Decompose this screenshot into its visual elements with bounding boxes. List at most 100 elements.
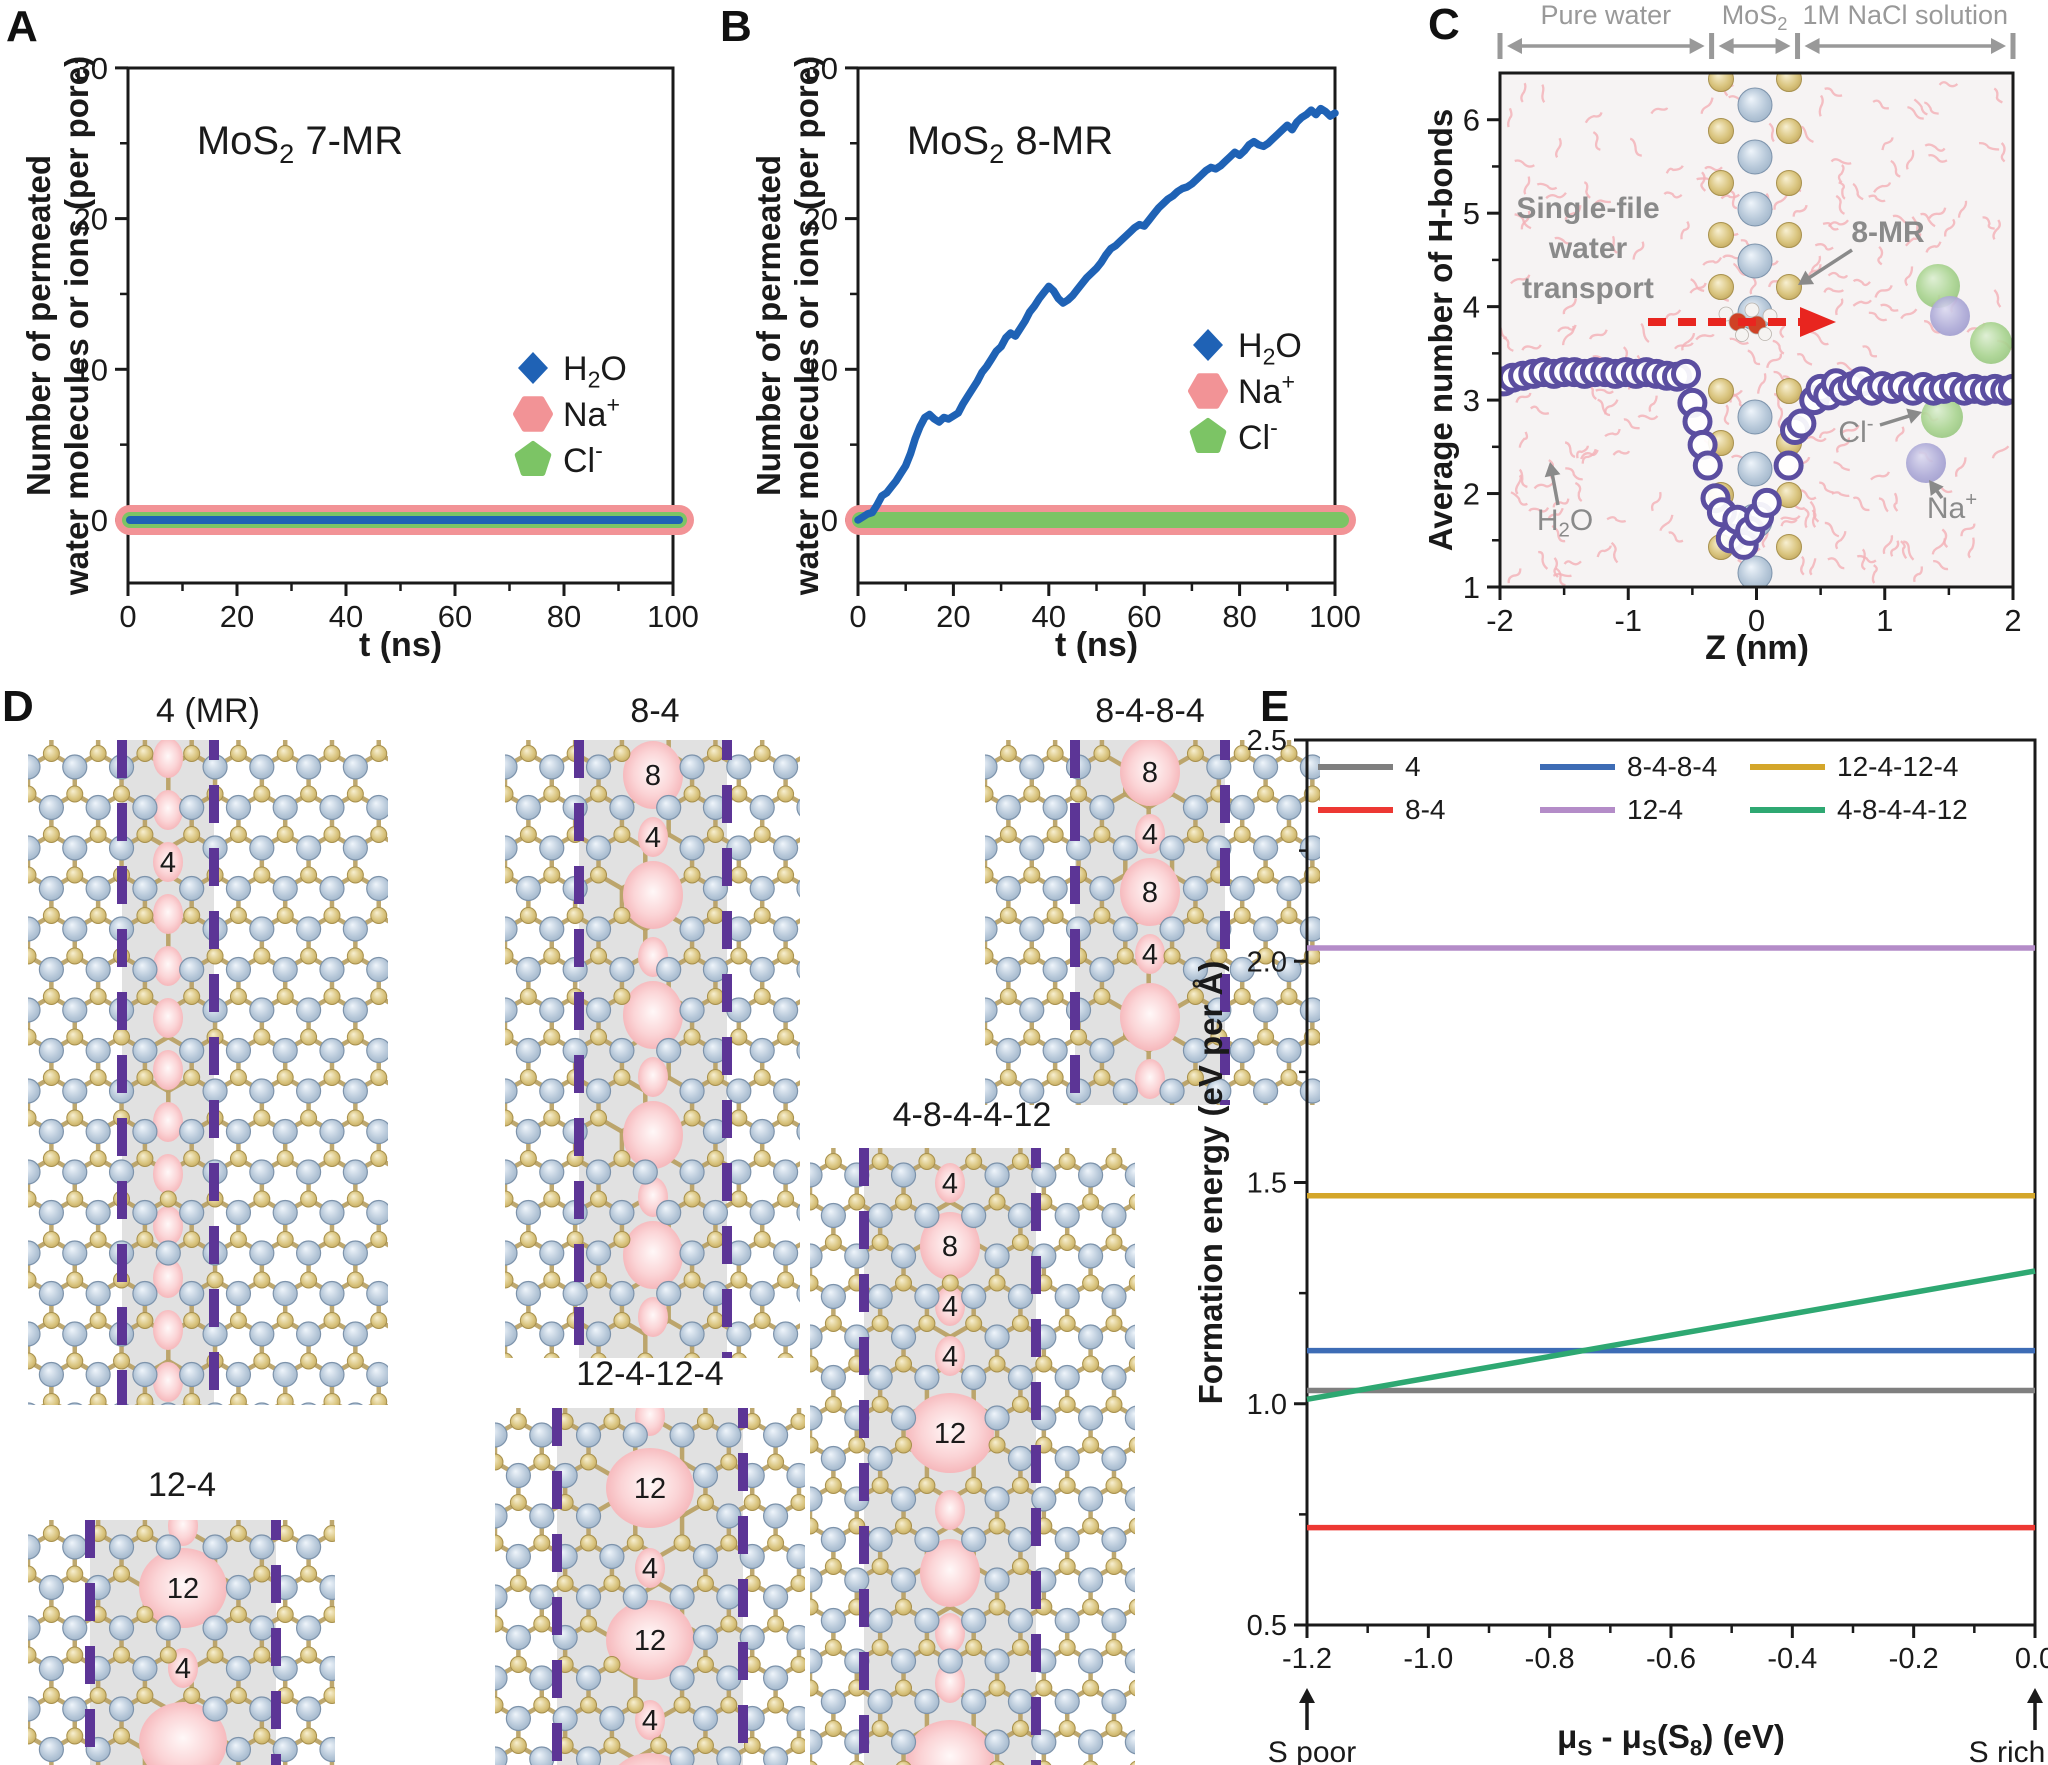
- mo-atom: [844, 1243, 870, 1269]
- mo-atom: [436, 1585, 460, 1609]
- mo-atom: [295, 916, 322, 942]
- mo-atom: [495, 1746, 508, 1765]
- s-atom: [848, 1193, 866, 1211]
- pore-size-label: 8: [645, 760, 661, 792]
- s-atom: [896, 1760, 912, 1765]
- mo-atom: [679, 1321, 705, 1347]
- s-atom: [464, 1151, 480, 1167]
- s-atom: [954, 908, 970, 924]
- x-tick-label: -1: [1614, 603, 1642, 638]
- mo-atom: [749, 1199, 775, 1226]
- s-atom: [824, 1153, 842, 1170]
- s-atom: [441, 1485, 457, 1501]
- s-atom: [276, 745, 294, 762]
- mo-atom: [1124, 1162, 1135, 1188]
- mo-atom: [437, 755, 461, 779]
- s-atom: [895, 746, 911, 762]
- mo-atom: [460, 1545, 484, 1569]
- pore-size-label: 4: [1142, 939, 1158, 971]
- s-atom: [450, 948, 466, 964]
- mo-atom: [585, 1078, 612, 1104]
- s-atom: [42, 1150, 60, 1167]
- s-atom: [474, 1151, 490, 1167]
- mo-atom: [1347, 674, 1371, 698]
- s-atom: [20, 1485, 36, 1501]
- s-atom: [370, 1393, 388, 1405]
- s-atom: [441, 1566, 457, 1582]
- mo-atom: [1124, 1648, 1135, 1674]
- mo-atom: [470, 1363, 494, 1387]
- s-atom: [300, 947, 318, 965]
- mo-atom: [179, 956, 205, 983]
- mo-atom: [414, 1363, 438, 1387]
- mo-atom: [1101, 1688, 1127, 1715]
- s-atom: [20, 1434, 36, 1450]
- s-atom: [777, 1028, 795, 1046]
- mo-atom: [446, 1160, 470, 1184]
- mo-atom: [609, 956, 635, 983]
- s-atom: [895, 1679, 913, 1697]
- mo-atom: [903, 958, 927, 982]
- s-atom: [1046, 826, 1064, 843]
- s-atom: [323, 826, 341, 843]
- data-point: [1682, 406, 1713, 437]
- s-atom: [183, 1150, 201, 1167]
- mo-atom: [679, 835, 705, 861]
- mo-atom: [249, 1159, 275, 1185]
- s-atom: [661, 665, 677, 681]
- s-atom: [441, 1110, 457, 1126]
- s-atom: [495, 1696, 504, 1714]
- s-atom: [907, 908, 923, 924]
- s-atom: [533, 1696, 551, 1714]
- s-atom: [464, 1495, 480, 1511]
- mo-atom: [515, 1199, 541, 1226]
- y-tick-label: 1: [1463, 570, 1480, 605]
- mo-atom: [772, 1240, 799, 1266]
- s-atom: [42, 1606, 60, 1623]
- mo-atom: [1371, 1039, 1395, 1063]
- mo-atom: [249, 916, 275, 942]
- mo-atom: [890, 1162, 917, 1188]
- s-atom: [778, 705, 794, 721]
- s-atom: [777, 1190, 795, 1208]
- mo-atom: [1054, 1526, 1080, 1553]
- s-atom: [707, 1394, 723, 1410]
- mo-atom: [225, 1655, 252, 1682]
- mo-atom: [1219, 1406, 1243, 1430]
- s-atom: [965, 1315, 983, 1332]
- s-atom: [1011, 1720, 1029, 1737]
- s-atom: [136, 1231, 154, 1248]
- s-atom: [66, 1109, 84, 1127]
- s-atom: [1234, 1151, 1250, 1167]
- s-atom: [89, 988, 107, 1005]
- s-atom: [417, 1414, 433, 1430]
- x-tick-label: 60: [1127, 599, 1161, 634]
- s-atom: [684, 1352, 701, 1358]
- s-atom: [89, 1150, 107, 1167]
- s-atom: [300, 1028, 318, 1046]
- mo-atom: [1417, 1120, 1441, 1144]
- mo-atom: [343, 1616, 367, 1640]
- structure-label: 12-4: [148, 1466, 216, 1504]
- s-atom: [183, 1312, 201, 1329]
- pore-blob: [153, 998, 183, 1038]
- s-atom: [1328, 1151, 1344, 1167]
- s-atom: [871, 786, 887, 802]
- mo-atom: [225, 1118, 252, 1145]
- s-atom: [580, 1696, 598, 1714]
- s-atom: [371, 1688, 387, 1704]
- s-atom: [919, 1073, 935, 1089]
- legend-label-4: 4: [1405, 751, 1421, 782]
- s-atom: [394, 1191, 410, 1207]
- s-atom: [1186, 826, 1204, 843]
- s-atom: [580, 1534, 598, 1552]
- s-atom: [347, 1434, 363, 1450]
- s-atom: [848, 989, 864, 1005]
- y-tick-label: 0.5: [1247, 1610, 1287, 1642]
- mo-atom: [108, 1615, 135, 1641]
- mo-atom: [28, 916, 41, 942]
- s-atom: [824, 705, 840, 721]
- y-tick-label: 10: [804, 352, 838, 387]
- s-atom: [1223, 1599, 1239, 1615]
